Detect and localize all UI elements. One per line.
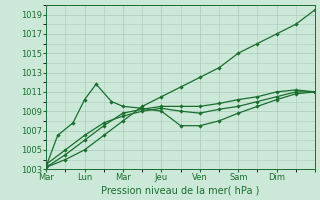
X-axis label: Pression niveau de la mer( hPa ): Pression niveau de la mer( hPa ) <box>101 185 260 195</box>
